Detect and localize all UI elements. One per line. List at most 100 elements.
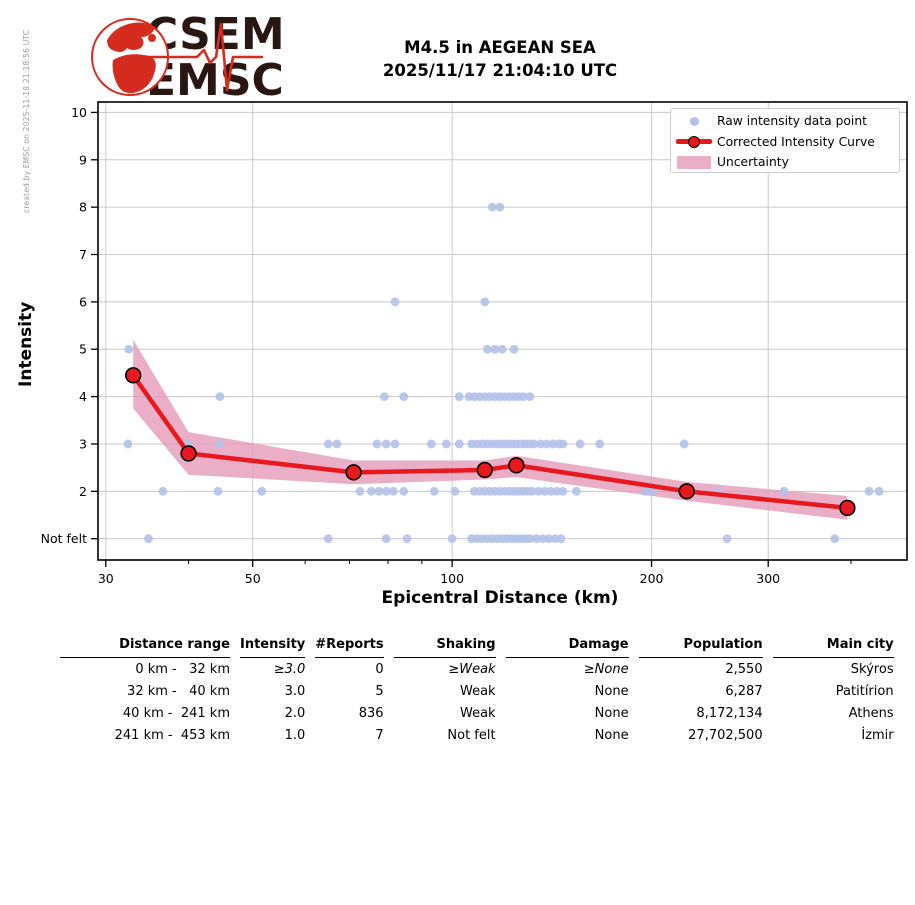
- cell-intensity: ≥3.0: [273, 662, 306, 677]
- impact-table: Distance range Intensity #Reports Shakin…: [50, 634, 904, 746]
- raw-intensity-point: [558, 439, 568, 449]
- raw-intensity-point: [529, 439, 539, 449]
- raw-intensity-point: [374, 486, 384, 496]
- corrected-curve-marker: [345, 464, 362, 481]
- raw-intensity-point: [679, 439, 689, 449]
- raw-intensity-point: [332, 439, 342, 449]
- curve-swatch-icon: [671, 135, 717, 148]
- raw-intensity-point: [144, 534, 153, 544]
- cell-damage: None: [594, 728, 629, 743]
- raw-intensity-point: [381, 439, 391, 449]
- raw-intensity-point: [864, 486, 874, 496]
- cell-population: 27,702,500: [688, 728, 763, 743]
- cell-damage: None: [594, 684, 629, 699]
- band-swatch-icon: [671, 155, 717, 169]
- impact-table-header: Distance range Intensity #Reports Shakin…: [60, 634, 894, 658]
- cell-population: 8,172,134: [696, 706, 763, 721]
- legend-band-label: Uncertainty: [717, 155, 789, 170]
- legend-curve-label: Corrected Intensity Curve: [717, 134, 875, 149]
- raw-intensity-point: [399, 486, 409, 496]
- raw-intensity-point: [454, 392, 464, 401]
- cell-reports: 836: [358, 706, 384, 721]
- uncertainty-band: [133, 339, 848, 520]
- raw-intensity-point: [390, 297, 400, 307]
- globe-africa-shape: [112, 54, 156, 94]
- raw-intensity-point: [215, 439, 225, 449]
- raw-intensity-point: [381, 486, 391, 496]
- intensity-distance-chart: 30 50 100 200 300 Not felt 2 3 4 5 6 7 8 9 10: [41, 101, 908, 586]
- cell-reports: 5: [375, 684, 384, 699]
- raw-intensity-point: [648, 486, 658, 496]
- cell-reports: 0: [375, 662, 384, 677]
- raw-intensity-point: [366, 486, 376, 496]
- corrected-curve-marker: [124, 367, 142, 384]
- raw-intensity-point: [538, 534, 548, 544]
- legend-entry-band: Uncertainty: [671, 152, 899, 173]
- raw-intensity-point: [595, 439, 605, 449]
- raw-intensity-point: [542, 439, 552, 449]
- header-shaking: Shaking: [393, 634, 496, 658]
- chart-legend: Raw intensity data point Corrected Inten…: [670, 108, 900, 173]
- title-event: M4.5 in AEGEAN SEA: [404, 38, 596, 57]
- raw-intensity-point: [355, 486, 365, 496]
- cell-population: 2,550: [725, 662, 763, 677]
- page-title: M4.5 in AEGEAN SEA 2025/11/17 21:04:10 U…: [270, 36, 730, 82]
- x-tick-label: 100: [440, 571, 464, 586]
- raw-intensity-point: [548, 439, 558, 449]
- cell-intensity: 3.0: [284, 684, 306, 699]
- raw-intensity-point: [323, 439, 333, 449]
- logo-emsc-label: EMSC: [146, 55, 284, 106]
- x-tick-label: 300: [756, 571, 780, 586]
- raw-intensity-point: [536, 439, 546, 449]
- cell-range: 0 km - 32 km: [135, 662, 230, 677]
- cell-damage: ≥None: [583, 662, 629, 677]
- raw-intensity-point: [779, 486, 789, 496]
- cell-range: 40 km - 241 km: [122, 706, 230, 721]
- globe-island-shape: [148, 34, 156, 42]
- raw-intensity-point: [388, 486, 398, 496]
- cell-shaking: Weak: [460, 706, 496, 721]
- cell-shaking: Weak: [460, 684, 496, 699]
- logo-seismogram-trace: [143, 22, 263, 92]
- raw-intensity-point: [390, 439, 400, 449]
- y-tick-label: 6: [79, 294, 87, 309]
- raw-intensity-point: [546, 486, 556, 496]
- cell-city: Patitírion: [835, 684, 894, 699]
- y-tick-label: 7: [79, 247, 87, 262]
- plot-frame: [97, 101, 908, 561]
- impact-table-row: 241 km - 453 km 1.0 7 Not felt None 27,702,50…: [60, 724, 894, 746]
- raw-intensity-point: [447, 534, 457, 544]
- raw-intensity-point: [641, 486, 651, 496]
- y-tick-label: 4: [79, 389, 87, 404]
- raw-intensity-point: [531, 534, 541, 544]
- raw-intensity-point: [575, 439, 585, 449]
- raw-intensity-point: [257, 486, 267, 496]
- raw-intensity-point: [480, 297, 490, 307]
- x-tick-label: 30: [98, 571, 114, 586]
- cell-damage: None: [594, 706, 629, 721]
- y-tick-label: 9: [79, 152, 87, 167]
- y-tick-label: 3: [79, 436, 87, 451]
- cell-intensity: 2.0: [284, 706, 306, 721]
- x-tick-label: 200: [640, 571, 664, 586]
- x-tick-label: 50: [245, 571, 261, 586]
- raw-intensity-point: [399, 392, 409, 401]
- raw-point-swatch-icon: [671, 116, 717, 126]
- raw-intensity-point: [454, 439, 464, 449]
- raw-intensity-point: [518, 392, 528, 401]
- raw-intensity-point: [490, 344, 500, 354]
- raw-intensity-point: [487, 202, 497, 212]
- raw-intensity-point: [830, 534, 840, 544]
- cell-shaking: ≥Weak: [448, 662, 496, 677]
- raw-intensity-point: [556, 534, 566, 544]
- raw-intensity-point: [534, 486, 543, 496]
- cell-range: 32 km - 40 km: [127, 684, 230, 699]
- raw-intensity-point: [426, 439, 436, 449]
- impact-table-row: 32 km - 40 km 3.0 5 Weak None 6,287 Patitírion: [60, 680, 894, 702]
- raw-intensity-point: [722, 534, 732, 544]
- logo-csem-label: CSEM: [146, 9, 285, 60]
- y-tick-label: 8: [79, 200, 87, 215]
- raw-intensity-point: [372, 439, 382, 449]
- impact-table-row: 0 km - 32 km ≥3.0 0 ≥Weak ≥None 2,550 Skýros: [60, 658, 893, 680]
- header-intensity: Intensity: [240, 634, 306, 658]
